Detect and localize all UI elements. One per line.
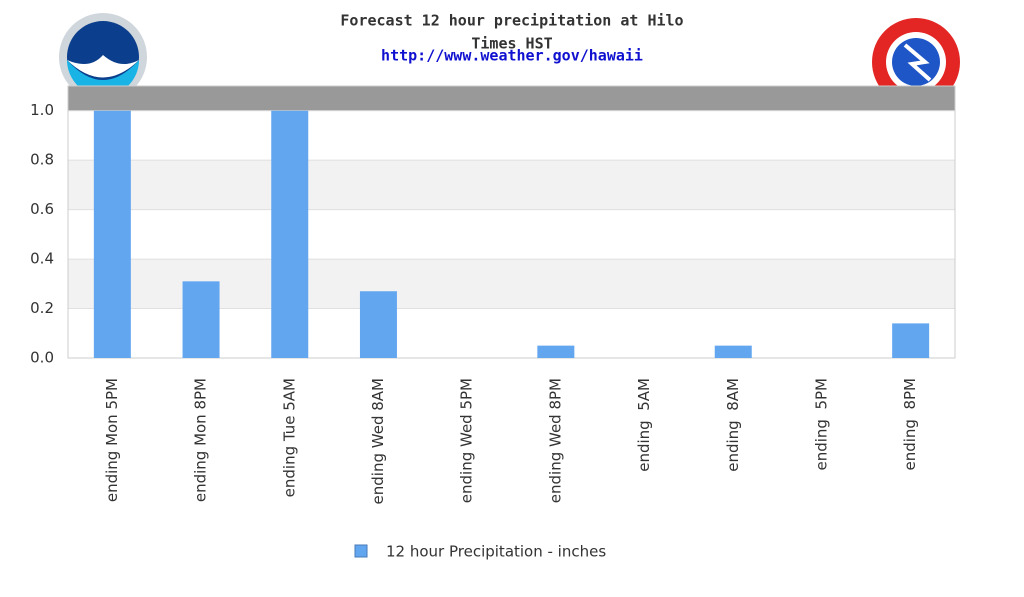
chart-title-line2: Times HST bbox=[471, 35, 552, 53]
x-tick-label: ending Wed 5PM bbox=[458, 378, 476, 503]
plot-band bbox=[68, 86, 955, 111]
plot-border bbox=[67, 85, 956, 359]
bar bbox=[359, 291, 397, 358]
plot-area: 0.0 0.2 0.4 0.6 0.8 1.0 bbox=[30, 85, 956, 367]
x-labels: ending Mon 5PM ending Mon 8PM ending Tue 5… bbox=[103, 378, 919, 504]
y-tick-label: 0.8 bbox=[30, 151, 54, 169]
bar bbox=[714, 345, 752, 358]
plot-stripe bbox=[68, 160, 955, 210]
x-tick-label: ending Tue 5AM bbox=[280, 378, 298, 497]
bar bbox=[93, 110, 131, 359]
x-tick-label: ending Mon 8PM bbox=[192, 378, 210, 502]
x-tick-label: ending 5PM bbox=[812, 378, 830, 471]
bar bbox=[182, 281, 220, 358]
chart-subtitle: http://www.weather.gov/hawaii bbox=[381, 47, 643, 65]
plot-stripe bbox=[68, 209, 955, 260]
legend-swatch bbox=[354, 544, 368, 558]
plot-stripe bbox=[68, 110, 955, 161]
y-tick-label: 1.0 bbox=[30, 101, 54, 119]
y-tick-label: 0.2 bbox=[30, 299, 54, 317]
y-tick-label: 0.6 bbox=[30, 200, 54, 218]
y-tick-label: 0.4 bbox=[30, 250, 54, 268]
bar bbox=[892, 323, 930, 358]
chart-title: Forecast 12 hour precipitation at Hilo bbox=[340, 12, 683, 30]
x-tick-label: ending Wed 8AM bbox=[369, 378, 387, 504]
x-tick-label: ending 8AM bbox=[724, 378, 742, 472]
bar bbox=[537, 345, 575, 358]
y-tick-label: 0.0 bbox=[30, 349, 54, 367]
x-tick-label: ending Mon 5PM bbox=[103, 378, 121, 502]
x-tick-label: ending Wed 8PM bbox=[546, 378, 564, 503]
legend-label: 12 hour Precipitation - inches bbox=[386, 543, 606, 561]
nws-logo bbox=[872, 18, 960, 106]
x-tick-label: ending 8PM bbox=[901, 378, 919, 471]
bar bbox=[271, 110, 309, 359]
x-tick-label: ending 5AM bbox=[635, 378, 653, 472]
